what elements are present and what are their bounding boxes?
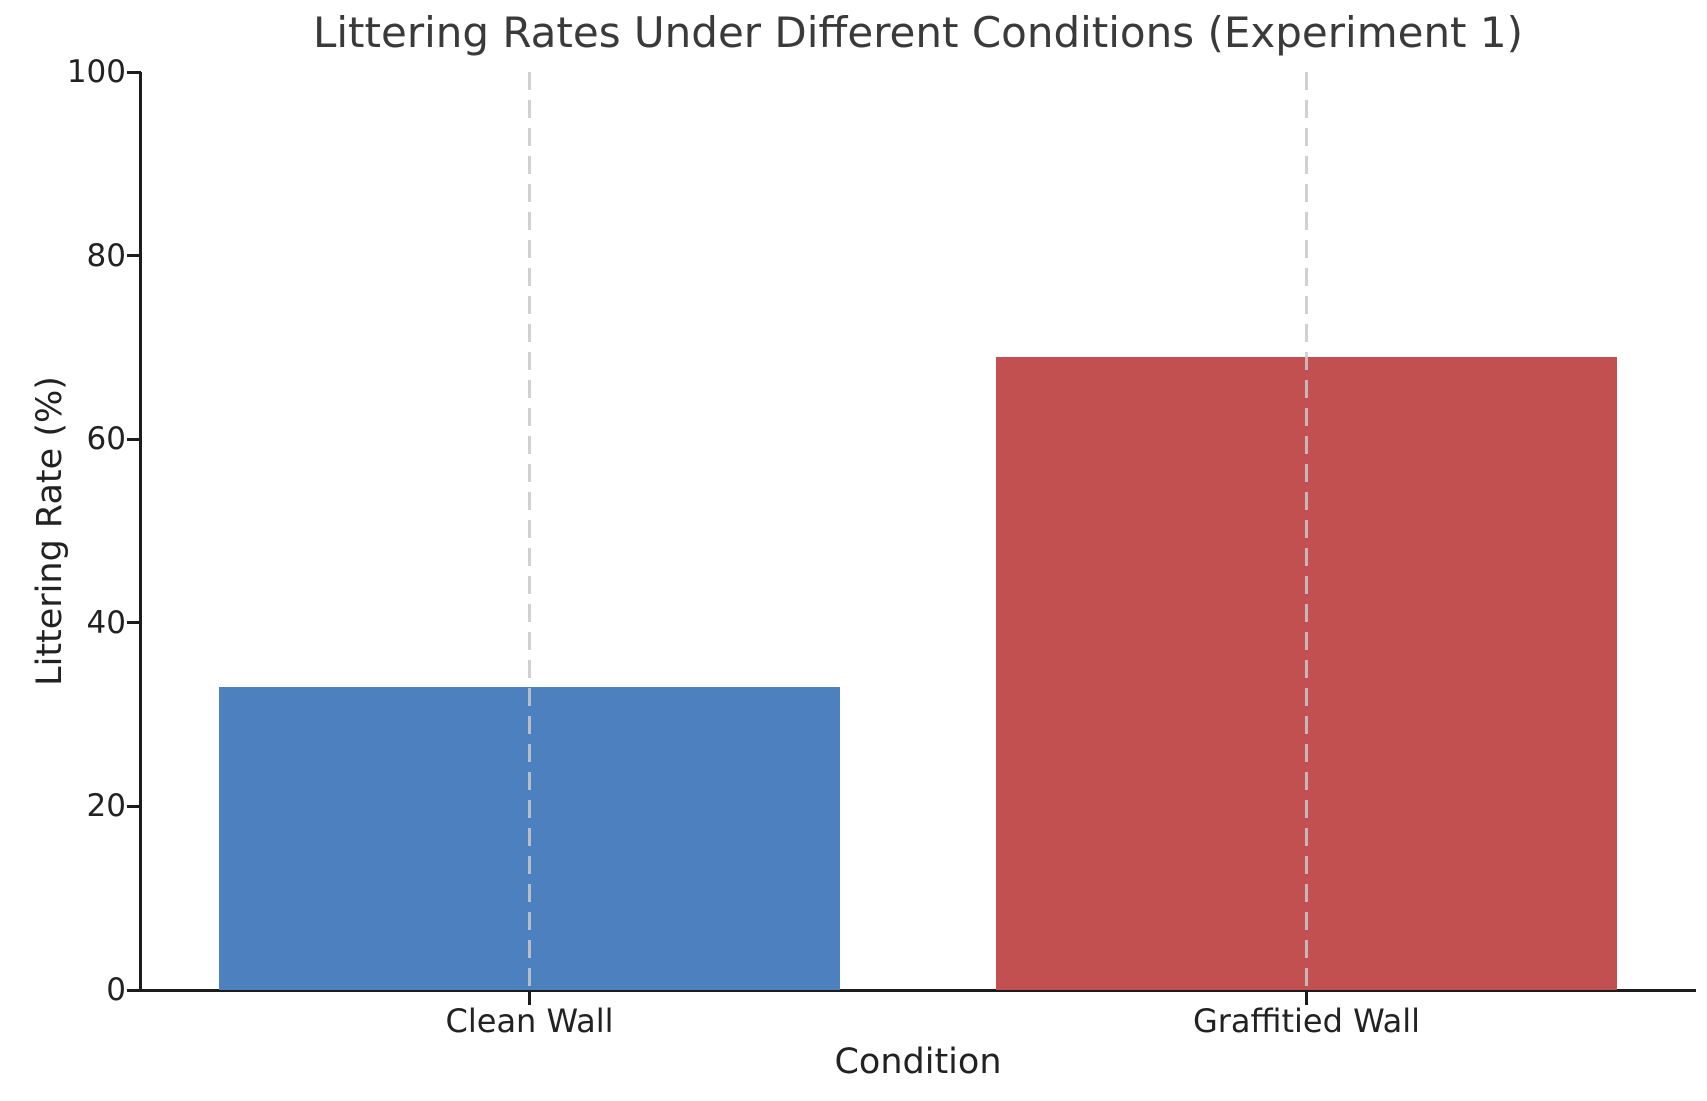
gridline-clean-wall <box>528 72 531 990</box>
x-tick-mark <box>528 991 531 1005</box>
y-tick-label: 40 <box>86 604 126 641</box>
y-axis-spine <box>139 72 142 992</box>
y-tick-mark <box>127 70 141 74</box>
x-axis-label: Condition <box>834 1042 1002 1082</box>
y-tick-mark <box>127 988 141 992</box>
y-tick-label: 80 <box>86 237 126 274</box>
y-tick-label: 0 <box>106 972 126 1008</box>
y-axis-label: Littering Rate (%) <box>30 376 70 686</box>
y-tick-label: 100 <box>66 54 126 90</box>
y-tick-mark <box>127 254 141 258</box>
x-tick-mark <box>1305 991 1308 1005</box>
y-tick-mark <box>127 437 141 441</box>
y-tick-mark <box>127 804 141 808</box>
x-tick-label-graffitied-wall: Graffitied Wall <box>1192 1002 1421 1040</box>
chart-title: Littering Rates Under Different Conditio… <box>312 8 1523 57</box>
y-tick-label: 20 <box>86 788 126 825</box>
x-axis-spine <box>139 989 1696 992</box>
x-tick-label-clean-wall: Clean Wall <box>445 1002 614 1040</box>
gridline-graffitied-wall <box>1305 72 1308 990</box>
y-tick-mark <box>127 621 141 625</box>
y-tick-label: 60 <box>86 421 126 458</box>
